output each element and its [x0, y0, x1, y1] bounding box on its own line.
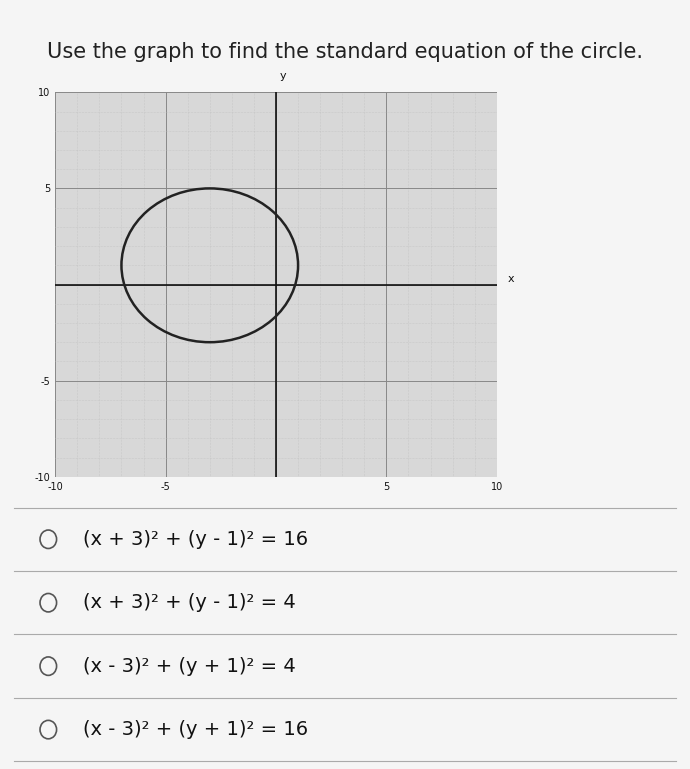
Text: y: y — [279, 71, 286, 81]
Text: (x - 3)² + (y + 1)² = 4: (x - 3)² + (y + 1)² = 4 — [83, 657, 295, 676]
Text: (x - 3)² + (y + 1)² = 16: (x - 3)² + (y + 1)² = 16 — [83, 720, 308, 739]
Text: (x + 3)² + (y - 1)² = 16: (x + 3)² + (y - 1)² = 16 — [83, 530, 308, 549]
Text: (x + 3)² + (y - 1)² = 4: (x + 3)² + (y - 1)² = 4 — [83, 593, 295, 612]
Text: x: x — [508, 274, 515, 284]
Text: Use the graph to find the standard equation of the circle.: Use the graph to find the standard equat… — [47, 42, 643, 62]
